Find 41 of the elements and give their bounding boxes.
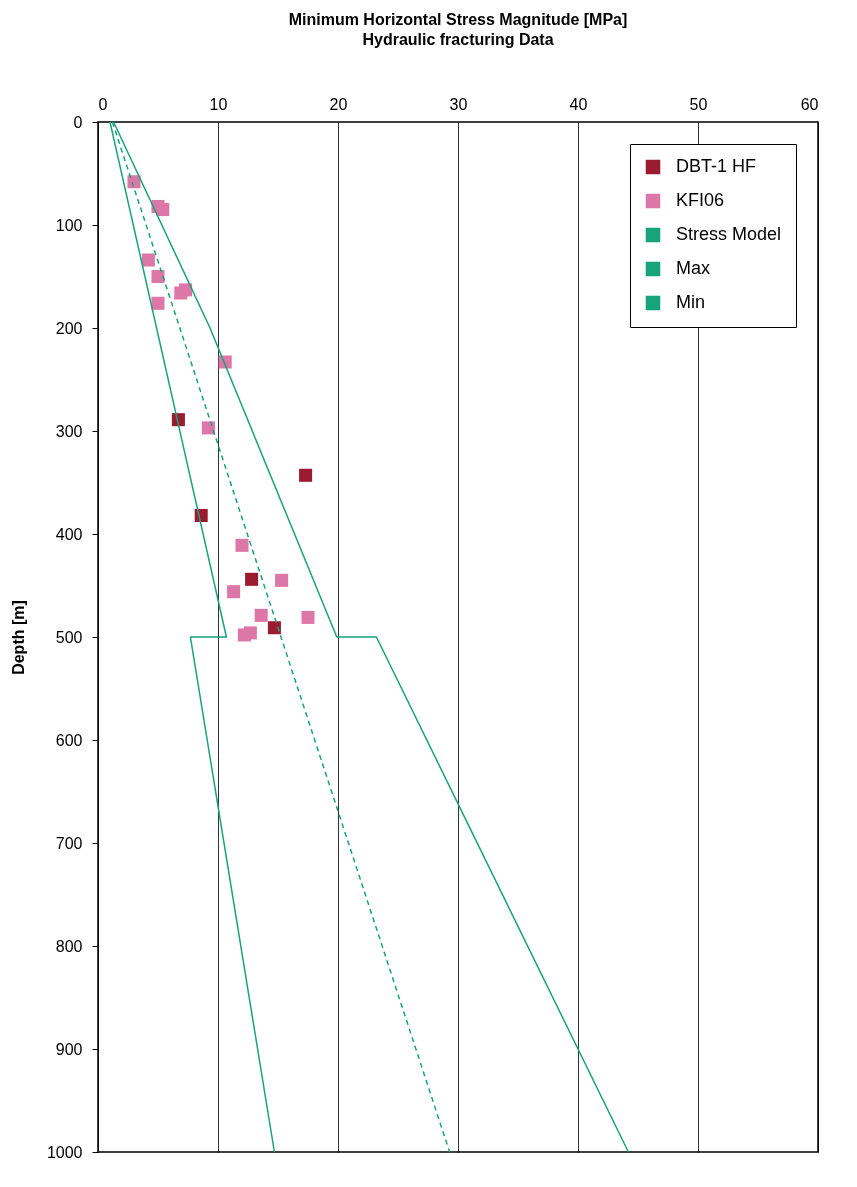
point [141, 253, 155, 267]
y-tick-label: 800 [55, 937, 83, 955]
point [235, 538, 249, 552]
legend-label: Min [676, 292, 706, 312]
x-tick-label: 20 [329, 95, 348, 113]
point [151, 296, 165, 310]
y-tick-label: 0 [73, 113, 83, 131]
point [151, 269, 165, 284]
point [275, 573, 289, 587]
chart-title: Minimum Horizontal Stress Magnitude [MPa] [288, 11, 628, 28]
point [156, 203, 170, 217]
y-tick-label: 200 [55, 319, 83, 337]
y-tick-label: 300 [55, 422, 83, 440]
point [267, 621, 281, 635]
point [245, 572, 259, 586]
point [227, 585, 241, 599]
x-tick-label: 50 [689, 95, 708, 113]
y-tick-label: 600 [55, 731, 83, 749]
point [301, 610, 315, 624]
y-tick-label: 700 [55, 834, 83, 852]
legend-label: KFI06 [676, 190, 725, 210]
x-tick-label: 10 [209, 95, 228, 113]
y-tick-label: 100 [55, 216, 83, 234]
x-tick-label: 0 [98, 95, 108, 113]
y-tick-label: 400 [55, 525, 83, 543]
point [174, 286, 188, 300]
x-tick-label: 60 [800, 95, 819, 113]
legend-label: Stress Model [676, 224, 782, 244]
point [299, 468, 313, 482]
chart-subtitle: Hydraulic fracturing Data [362, 31, 554, 48]
point [237, 628, 251, 642]
x-tick-label: 40 [569, 95, 588, 113]
y-tick-label: 1000 [46, 1143, 83, 1161]
legend-label: Max [676, 258, 711, 278]
point [254, 608, 268, 622]
y-axis-title: Depth [m] [9, 600, 27, 675]
point [201, 421, 215, 435]
legend-label: DBT-1 HF [676, 156, 757, 176]
y-tick-label: 500 [55, 628, 83, 646]
y-tick-label: 900 [55, 1040, 83, 1058]
x-tick-label: 30 [449, 95, 468, 113]
